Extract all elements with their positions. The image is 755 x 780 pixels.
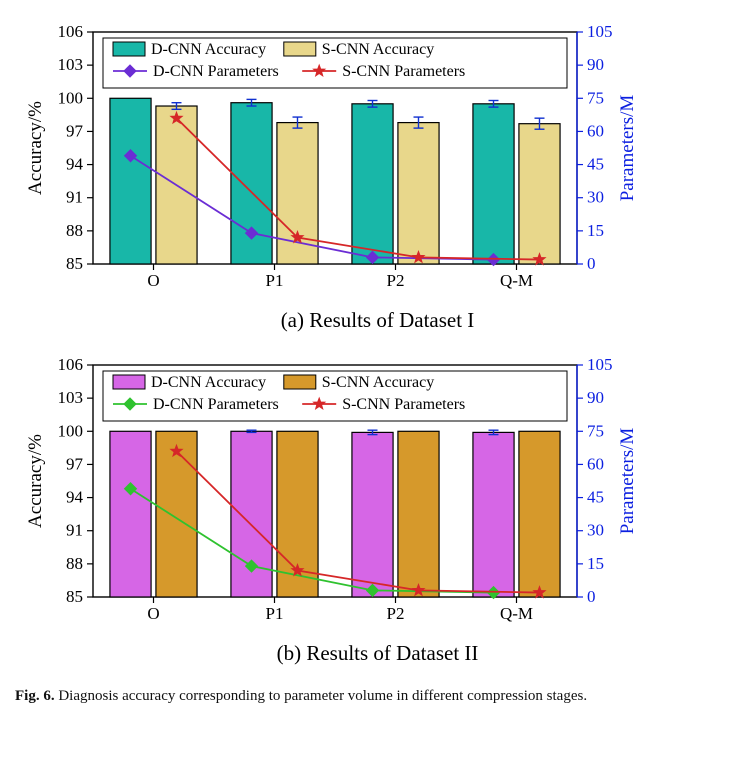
- y1-tick-label: 85: [66, 587, 83, 606]
- legend-label: D-CNN Accuracy: [151, 374, 266, 391]
- bar: [156, 431, 197, 597]
- x-tick-label: P1: [266, 271, 284, 290]
- y1-tick-label: 100: [58, 421, 84, 440]
- y2-tick-label: 0: [587, 587, 596, 606]
- y2-axis-label: Parameters/M: [617, 95, 638, 202]
- y2-tick-label: 15: [587, 221, 604, 240]
- y2-tick-label: 45: [587, 488, 604, 507]
- x-tick-label: P2: [387, 271, 405, 290]
- y1-tick-label: 103: [58, 388, 84, 407]
- y1-tick-label: 91: [66, 188, 83, 207]
- bar: [110, 431, 151, 597]
- legend-label: D-CNN Parameters: [153, 63, 279, 80]
- x-tick-label: O: [147, 604, 159, 623]
- y2-tick-label: 0: [587, 254, 596, 273]
- legend-label: D-CNN Parameters: [153, 396, 279, 413]
- y1-tick-label: 106: [58, 22, 84, 41]
- bar: [398, 123, 439, 264]
- y1-tick-label: 94: [66, 155, 84, 174]
- y2-axis-label: Parameters/M: [617, 428, 638, 535]
- y2-tick-label: 75: [587, 88, 604, 107]
- chart-a: 85 88 91 94 97 100 103 106 0 15 30 45 60 75 90 105 O P1 P2…: [15, 20, 655, 300]
- y2-tick-label: 105: [587, 22, 613, 41]
- chart-b: 85 88 91 94 97 100 103 106 0 15 30 45 60 75 90 105 O P1 P2…: [15, 353, 655, 633]
- y2-tick-label: 15: [587, 554, 604, 573]
- y1-tick-label: 97: [66, 121, 84, 140]
- bar: [473, 432, 514, 597]
- x-tick-label: Q-M: [500, 271, 533, 290]
- y1-tick-label: 106: [58, 355, 84, 374]
- y1-tick-label: 94: [66, 488, 84, 507]
- figure-caption: Fig. 6. Diagnosis accuracy corresponding…: [15, 686, 740, 706]
- bar: [352, 104, 393, 264]
- bar: [519, 431, 560, 597]
- y2-tick-label: 30: [587, 188, 604, 207]
- y1-tick-label: 97: [66, 454, 84, 473]
- bar: [398, 431, 439, 597]
- legend-label: D-CNN Accuracy: [151, 41, 266, 58]
- bar: [110, 98, 151, 264]
- x-tick-label: P2: [387, 604, 405, 623]
- y2-tick-label: 45: [587, 155, 604, 174]
- y1-tick-label: 88: [66, 554, 83, 573]
- y1-tick-label: 91: [66, 521, 83, 540]
- chart-wrap-a: 85 88 91 94 97 100 103 106 0 15 30 45 60 75 90 105 O P1 P2…: [15, 20, 740, 300]
- legend-label: S-CNN Accuracy: [322, 374, 434, 391]
- bar: [519, 124, 560, 264]
- bar: [352, 432, 393, 597]
- y1-tick-label: 100: [58, 88, 84, 107]
- y2-tick-label: 105: [587, 355, 613, 374]
- legend-label: S-CNN Accuracy: [322, 41, 434, 58]
- y2-tick-label: 75: [587, 421, 604, 440]
- figure-caption-text: Diagnosis accuracy corresponding to para…: [55, 688, 587, 704]
- bar: [231, 103, 272, 264]
- figure-root: 85 88 91 94 97 100 103 106 0 15 30 45 60 75 90 105 O P1 P2…: [15, 20, 740, 666]
- y2-tick-label: 90: [587, 55, 604, 74]
- bar: [473, 104, 514, 264]
- y2-tick-label: 60: [587, 454, 604, 473]
- y1-axis-label: Accuracy/%: [25, 434, 46, 528]
- x-tick-label: Q-M: [500, 604, 533, 623]
- y2-tick-label: 60: [587, 121, 604, 140]
- y1-tick-label: 103: [58, 55, 84, 74]
- y2-tick-label: 30: [587, 521, 604, 540]
- subcaption-a: (a) Results of Dataset I: [15, 308, 740, 333]
- legend-label: S-CNN Parameters: [342, 396, 465, 413]
- y1-axis-label: Accuracy/%: [25, 101, 46, 195]
- chart-wrap-b: 85 88 91 94 97 100 103 106 0 15 30 45 60 75 90 105 O P1 P2…: [15, 353, 740, 633]
- figure-caption-label: Fig. 6.: [15, 688, 55, 704]
- x-tick-label: P1: [266, 604, 284, 623]
- subcaption-b: (b) Results of Dataset II: [15, 641, 740, 666]
- y1-tick-label: 88: [66, 221, 83, 240]
- y2-tick-label: 90: [587, 388, 604, 407]
- legend-label: S-CNN Parameters: [342, 63, 465, 80]
- y1-tick-label: 85: [66, 254, 83, 273]
- x-tick-label: O: [147, 271, 159, 290]
